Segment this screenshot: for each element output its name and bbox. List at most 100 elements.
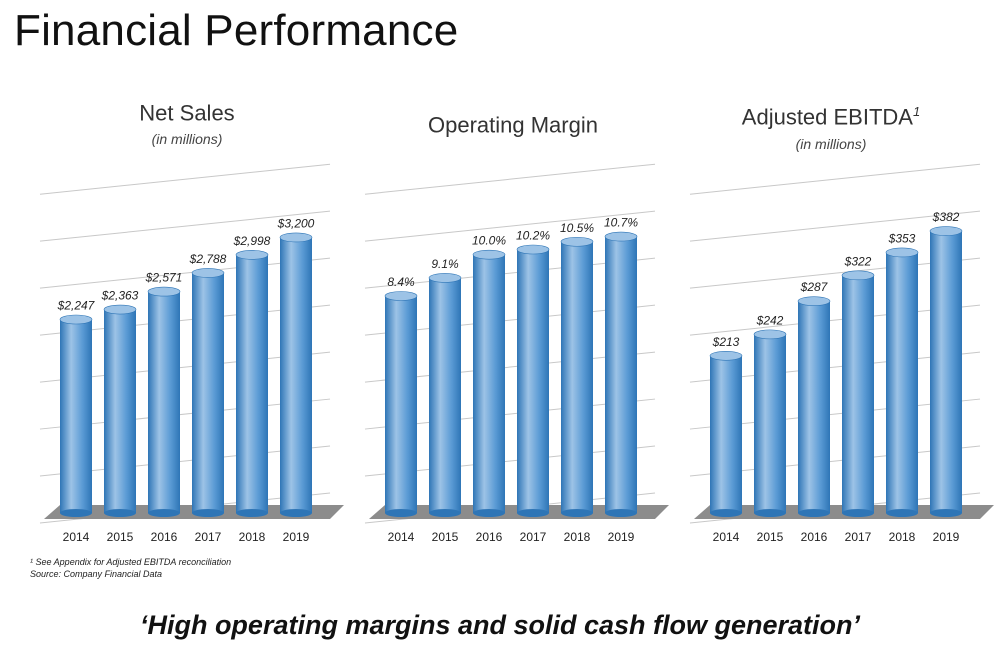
tick-label: 2014 (63, 530, 90, 544)
bar-top (885, 247, 919, 258)
net-sales-chart: $2,247 2014 $2,363 2015 $2,571 2016 $2,788 2017… (39, 163, 344, 544)
bar-body (561, 241, 593, 513)
bar-body (710, 355, 742, 513)
data-label: 9.1% (431, 257, 459, 271)
bar-2018 (885, 247, 919, 517)
operating-margin-chart: 8.4% 2014 9.1% 2015 10.0% 2016 10.2% 2017 10.5% 2… (364, 163, 669, 544)
bar-base (192, 509, 224, 517)
bar-top (516, 244, 550, 255)
bar-body (473, 254, 505, 513)
bar-body (280, 237, 312, 513)
tick-label: 2015 (432, 530, 459, 544)
bar-base (280, 509, 312, 517)
bar-2016 (472, 249, 506, 517)
bar-top (235, 250, 269, 260)
bar-body (517, 249, 549, 513)
bar-top (604, 231, 638, 242)
data-label: $2,247 (57, 299, 96, 313)
bar-base (561, 509, 593, 517)
data-label: 10.2% (516, 229, 550, 243)
bar-2018 (560, 236, 594, 517)
adjusted-ebitda-chart: $213 2014 $242 2015 $287 2016 $322 2017 $353 2018… (689, 163, 994, 544)
bar-base (60, 509, 92, 517)
chart-subtitle-adjusted-ebitda: (in millions) (795, 136, 867, 152)
chart-title-net-sales: Net Sales (62, 100, 312, 126)
bar-top (797, 296, 831, 306)
bar-body (236, 254, 268, 513)
bar-body (60, 319, 92, 513)
data-label: 8.4% (387, 275, 415, 289)
tick-label: 2016 (476, 530, 503, 544)
tick-label: 2018 (239, 530, 266, 544)
bar-2017 (191, 268, 225, 517)
bar-base (605, 509, 637, 517)
bar-body (429, 277, 461, 513)
chart-title-adjusted-ebitda: Adjusted EBITDA1 (706, 104, 956, 130)
bar-top (929, 226, 963, 236)
data-label: $3,200 (277, 216, 315, 230)
bar-top (709, 350, 743, 361)
tick-label: 2016 (151, 530, 178, 544)
bar-2019 (279, 232, 313, 517)
bar-2017 (841, 270, 875, 517)
bar-body (798, 301, 830, 513)
data-label: 10.7% (604, 216, 638, 230)
bar-top (841, 270, 875, 281)
bar-base (385, 509, 417, 517)
bar-top (428, 273, 462, 283)
bar-top (472, 249, 506, 260)
bar-base (798, 509, 830, 517)
bar-base (148, 509, 180, 517)
tick-label: 2017 (195, 530, 222, 544)
bar-top (560, 236, 594, 247)
bar-2015 (428, 273, 462, 517)
tick-label: 2015 (757, 530, 784, 544)
data-label: $2,998 (233, 234, 271, 248)
tick-label: 2015 (107, 530, 134, 544)
bar-base (842, 509, 874, 517)
tick-label: 2014 (713, 530, 740, 544)
data-label: $2,571 (145, 271, 183, 285)
data-label: $242 (756, 313, 784, 327)
tick-label: 2019 (608, 530, 635, 544)
bar-base (104, 509, 136, 517)
bar-base (886, 509, 918, 517)
footnote-ebitda: ¹ See Appendix for Adjusted EBITDA recon… (30, 557, 232, 567)
data-label: $322 (844, 254, 872, 268)
bar-base (236, 509, 268, 517)
bar-2014 (709, 350, 743, 517)
bar-2015 (753, 329, 787, 517)
gridline (39, 210, 331, 242)
bar-body (754, 334, 786, 513)
gridline (689, 210, 981, 242)
data-label: $287 (800, 280, 829, 294)
data-label: $213 (712, 335, 740, 349)
gridline (364, 210, 656, 242)
gridline (364, 163, 656, 195)
bar-body (148, 291, 180, 513)
tagline: ‘High operating margins and solid cash f… (139, 610, 861, 640)
bar-body (104, 309, 136, 513)
chart-title-operating-margin: Operating Margin (388, 112, 638, 138)
bar-base (710, 509, 742, 517)
gridline (689, 163, 981, 195)
bar-body (192, 272, 224, 513)
data-label: $2,788 (189, 252, 227, 266)
chart-title-text: Operating Margin (428, 112, 598, 138)
bar-2016 (797, 296, 831, 517)
chart-title-text: Net Sales (139, 100, 235, 126)
bar-2019 (929, 226, 963, 517)
bar-body (930, 231, 962, 514)
tick-label: 2017 (845, 530, 872, 544)
data-label: 10.0% (472, 234, 506, 248)
tick-label: 2017 (520, 530, 547, 544)
bar-top (384, 291, 418, 301)
tick-label: 2018 (889, 530, 916, 544)
tick-label: 2014 (388, 530, 415, 544)
bar-2018 (235, 250, 269, 517)
bar-2017 (516, 244, 550, 517)
bar-top (103, 304, 137, 315)
bar-top (753, 329, 787, 340)
tick-label: 2019 (283, 530, 310, 544)
bar-base (517, 509, 549, 517)
